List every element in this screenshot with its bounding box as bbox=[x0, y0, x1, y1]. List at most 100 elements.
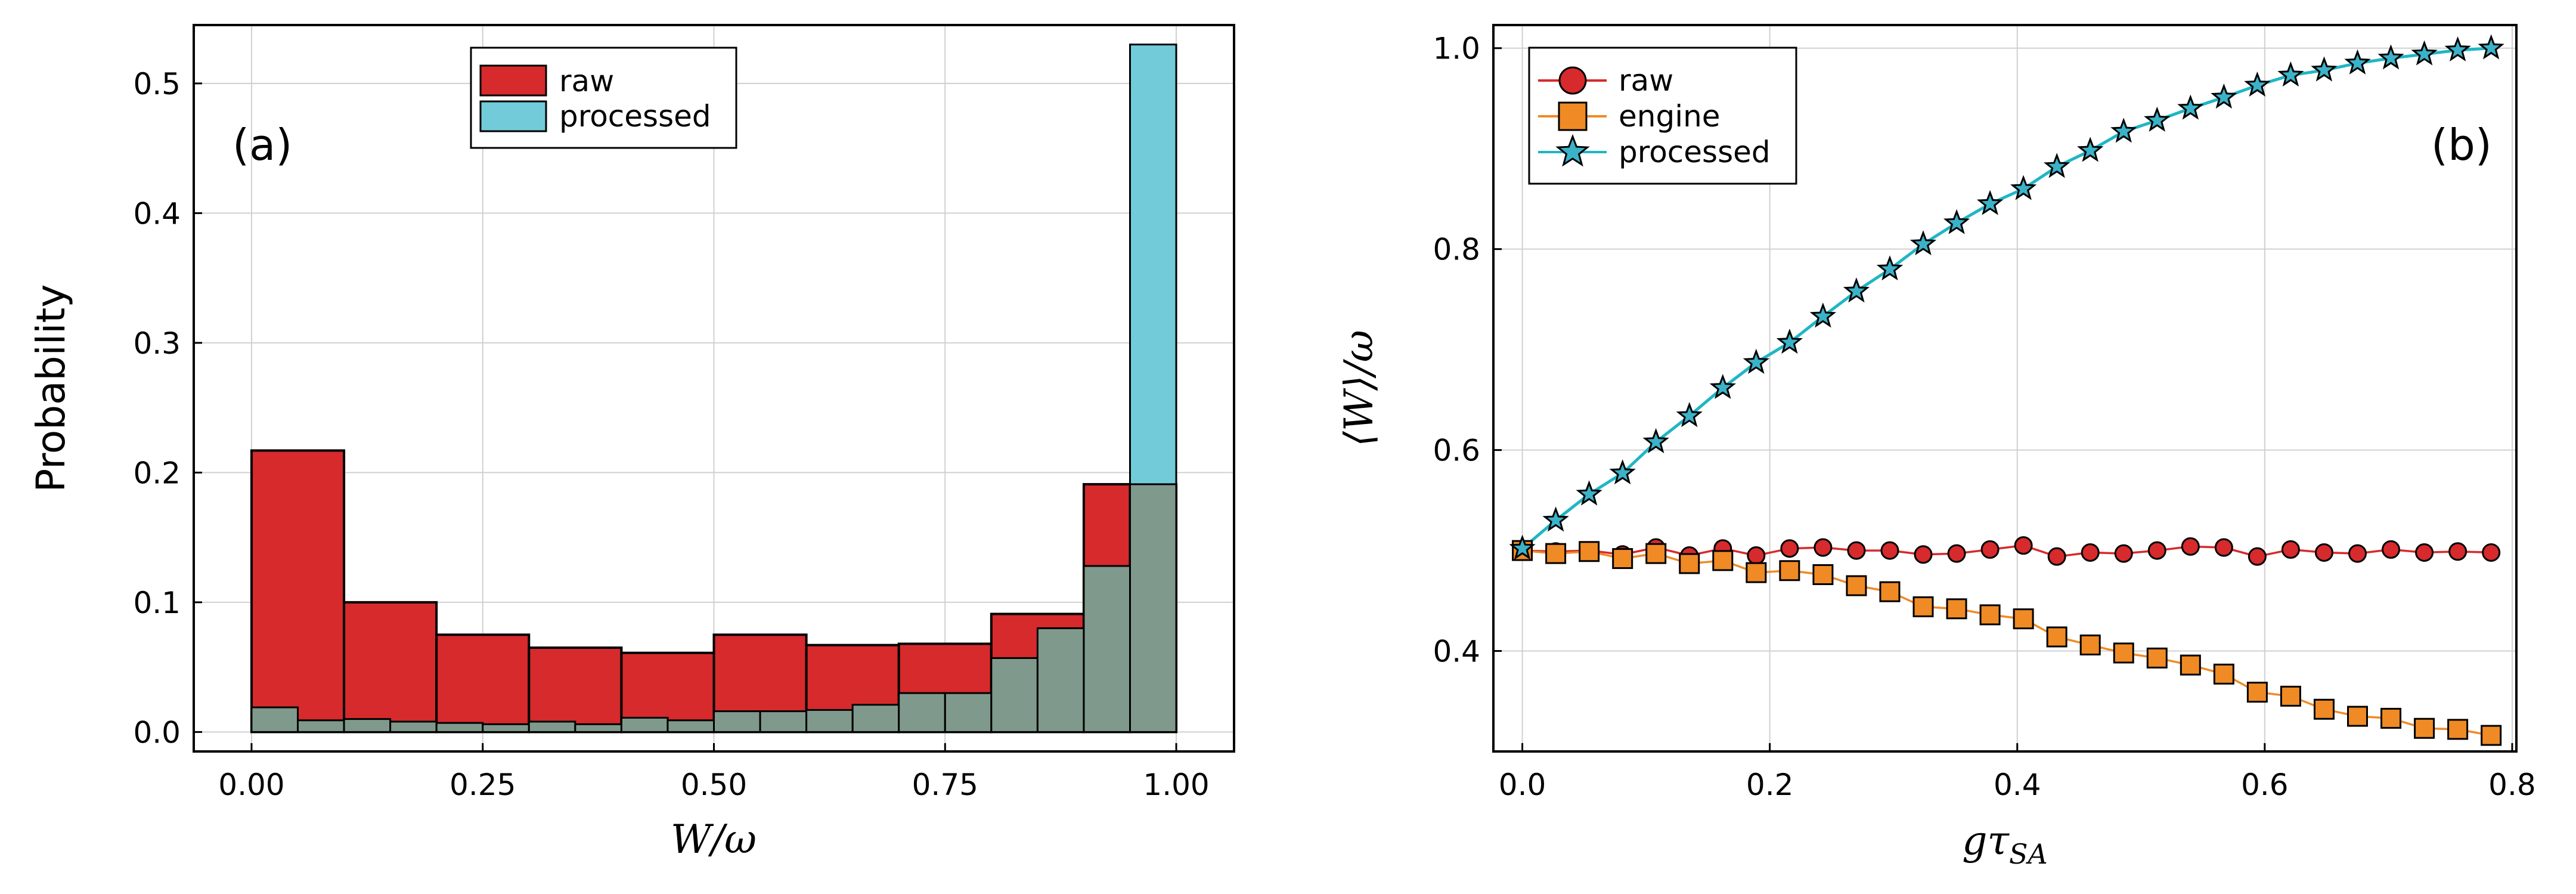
processed-marker bbox=[1909, 230, 1937, 256]
a-legend-processed-swatch bbox=[479, 100, 547, 132]
processed-marker bbox=[1976, 190, 2004, 215]
b-legend-raw-marker bbox=[1558, 66, 1587, 95]
processed-marker bbox=[2377, 44, 2404, 70]
processed-overlap-bar bbox=[990, 657, 1039, 733]
a-y-tick-label: 0.0 bbox=[133, 715, 181, 750]
a-y-tick-label: 0.2 bbox=[133, 456, 181, 490]
b-x-tick-label: 0.4 bbox=[1994, 768, 2041, 802]
processed-marker bbox=[1509, 534, 1536, 560]
engine-marker bbox=[1545, 543, 1567, 564]
raw-marker bbox=[2314, 543, 2333, 562]
engine-marker bbox=[1912, 596, 1934, 617]
raw-marker bbox=[2147, 541, 2166, 560]
processed-marker bbox=[2311, 56, 2338, 82]
a-y-tick-label: 0.3 bbox=[133, 326, 181, 361]
processed-marker bbox=[2144, 106, 2171, 132]
processed-overlap-bar bbox=[343, 718, 392, 733]
engine-marker bbox=[2481, 725, 2502, 746]
processed-marker bbox=[2177, 94, 2204, 120]
a-x-ticks: 0.00 0.25 0.50 0.75 1.00 bbox=[218, 743, 1210, 802]
raw-bar bbox=[435, 633, 531, 734]
a-x-tick-label: 0.50 bbox=[681, 768, 747, 802]
raw-marker bbox=[1780, 539, 1799, 558]
processed-overlap-bar bbox=[944, 692, 993, 733]
engine-marker bbox=[2013, 608, 2034, 630]
histogram-panel: 0.00 0.25 0.50 0.75 1.00 0.00.10.20.30.40.5 … bbox=[28, 24, 1235, 862]
processed-overlap-bar bbox=[667, 719, 715, 733]
processed-overlap-bar bbox=[250, 706, 299, 733]
a-legend-processed-label: processed bbox=[559, 99, 711, 134]
mean-work-panel: 0.0 0.2 0.4 0.6 0.8 0.4 0.6 0.8 1.0 (b) ⟨W⟩/ω g… bbox=[1336, 24, 2536, 870]
engine-marker bbox=[2213, 663, 2234, 685]
raw-bar bbox=[528, 646, 623, 734]
processed-bar bbox=[1129, 44, 1177, 485]
processed-marker bbox=[2010, 175, 2037, 200]
processed-overlap-bar bbox=[574, 723, 622, 733]
a-y-tick-label: 0.4 bbox=[133, 196, 181, 231]
processed-marker bbox=[1943, 209, 1970, 234]
b-plot-frame bbox=[1492, 24, 2518, 753]
engine-marker bbox=[2380, 707, 2402, 729]
processed-overlap-bar bbox=[1129, 483, 1177, 733]
engine-marker bbox=[2414, 717, 2435, 739]
processed-overlap-bar bbox=[389, 720, 438, 733]
raw-line bbox=[1522, 544, 2491, 558]
b-x-tick-label: 0.0 bbox=[1499, 768, 1546, 802]
b-x-axis-label: gτSA bbox=[1962, 818, 2048, 870]
processed-marker bbox=[1676, 402, 1703, 428]
raw-marker bbox=[1747, 546, 1766, 565]
engine-marker bbox=[1812, 564, 1834, 586]
processed-overlap-bar bbox=[805, 709, 854, 733]
processed-overlap-bar bbox=[482, 723, 530, 733]
engine-marker bbox=[2113, 642, 2134, 664]
engine-marker bbox=[1879, 581, 1901, 602]
engine-line bbox=[1522, 549, 2492, 737]
engine-marker bbox=[2180, 654, 2201, 676]
engine-marker bbox=[2347, 706, 2369, 727]
b-y-tick-label: 0.8 bbox=[1433, 233, 1480, 267]
processed-marker bbox=[2344, 49, 2371, 75]
processed-marker bbox=[2277, 61, 2304, 87]
raw-marker bbox=[2348, 544, 2367, 563]
a-legend-raw-swatch bbox=[479, 64, 547, 97]
processed-marker bbox=[1576, 480, 1602, 506]
raw-marker bbox=[1980, 540, 2000, 559]
a-x-tick-label: 0.25 bbox=[450, 768, 516, 802]
processed-marker bbox=[2077, 137, 2104, 162]
engine-marker bbox=[1579, 541, 1600, 562]
a-x-tick-label: 0.00 bbox=[218, 768, 284, 802]
processed-overlap-bar bbox=[898, 692, 946, 733]
a-x-tick-label: 1.00 bbox=[1143, 768, 1209, 802]
a-y-tick-label: 0.1 bbox=[133, 586, 181, 620]
processed-overlap-bar bbox=[1036, 627, 1085, 733]
processed-overlap-bar bbox=[1083, 565, 1132, 733]
processed-overlap-bar bbox=[297, 719, 345, 733]
b-panel-label: (b) bbox=[2431, 120, 2492, 170]
raw-marker bbox=[2047, 547, 2066, 566]
raw-marker bbox=[2014, 536, 2033, 555]
b-legend-processed-marker bbox=[1555, 134, 1590, 167]
engine-marker bbox=[1746, 562, 1767, 583]
engine-marker bbox=[2313, 698, 2335, 720]
b-legend: raw engine processed bbox=[1528, 47, 1797, 185]
engine-marker bbox=[2146, 647, 2168, 669]
a-x-tick-label: 0.75 bbox=[912, 768, 978, 802]
b-x-tick-label: 0.2 bbox=[1746, 768, 1794, 802]
b-y-axis-label: ⟨W⟩/ω bbox=[1336, 330, 1382, 446]
processed-marker bbox=[1743, 348, 1769, 374]
processed-marker bbox=[2044, 153, 2070, 178]
processed-marker bbox=[2411, 40, 2438, 66]
processed-marker bbox=[1542, 506, 1569, 532]
raw-marker bbox=[1947, 544, 1966, 563]
engine-marker bbox=[1612, 548, 1633, 570]
engine-marker bbox=[2079, 634, 2101, 655]
raw-marker bbox=[1847, 541, 1866, 560]
processed-overlap-bar bbox=[620, 716, 669, 733]
raw-bar bbox=[343, 601, 438, 734]
raw-marker bbox=[2214, 538, 2233, 557]
processed-marker bbox=[1709, 373, 1736, 399]
b-y-ticks: 0.4 0.6 0.8 1.0 bbox=[1433, 32, 1502, 669]
raw-marker bbox=[1914, 545, 1933, 564]
raw-marker bbox=[2382, 540, 2401, 559]
processed-marker bbox=[1642, 428, 1669, 453]
